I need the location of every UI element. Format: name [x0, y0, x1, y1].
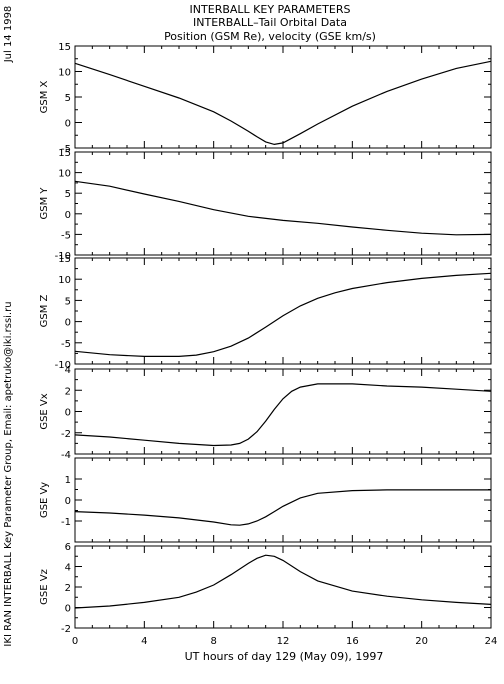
gsm-z-ytick-label-5: 15	[58, 254, 71, 265]
gsm-x-ytick-label-3: 10	[58, 68, 71, 79]
gsm-x-ytick-label-4: 15	[58, 42, 71, 53]
gse-vx-ylabel: GSE Vx	[39, 393, 50, 429]
gsm-y-series-line	[74, 180, 492, 236]
side-date: Jul 14 1998	[3, 6, 14, 64]
gsm-y-ytick-label-1: -5	[61, 230, 71, 241]
gsm-z-ytick-label-0: -10	[55, 360, 71, 371]
gse-vz-ytick-label-3: 4	[65, 563, 71, 574]
gsm-z-ytick-label-3: 5	[65, 296, 71, 307]
gse-vz-ytick-label-0: -2	[61, 624, 71, 635]
gsm-x-series-line	[74, 60, 492, 146]
xtick-label-3: 12	[277, 636, 290, 647]
x-axis-label: UT hours of day 129 (May 09), 1997	[185, 650, 384, 663]
gsm-x-ytick-label-0: -5	[61, 144, 71, 155]
gsm-y-ytick-label-4: 10	[58, 169, 71, 180]
gsm-z-ylabel: GSM Z	[39, 294, 50, 327]
xtick-label-6: 24	[485, 636, 498, 647]
gse-vz-ytick-label-4: 6	[65, 542, 71, 553]
side-credit: IKI RAN INTERBALL Key Parameter Group, E…	[3, 301, 14, 646]
title-line-2: INTERBALL–Tail Orbital Data	[193, 16, 347, 29]
gse-vz-series-line	[74, 554, 492, 609]
gsm-z-frame	[74, 257, 492, 365]
gsm-x-frame	[74, 45, 492, 149]
gse-vy-ytick-label-0: -1	[61, 517, 71, 528]
gsm-x-ytick-label-1: 0	[65, 119, 71, 130]
gsm-y-ytick-label-5: 15	[58, 148, 71, 159]
gse-vy-ytick-label-2: 1	[65, 475, 71, 486]
xtick-label-1: 4	[141, 636, 147, 647]
gse-vx-ytick-label-3: 2	[65, 386, 71, 397]
title-line-3: Position (GSM Re), velocity (GSE km/s)	[164, 30, 376, 43]
gsm-x-ytick-label-2: 5	[65, 93, 71, 104]
gse-vy-ylabel: GSE Vy	[39, 482, 50, 518]
gsm-y-ylabel: GSM Y	[39, 187, 50, 220]
gsm-z-series-line	[74, 272, 492, 357]
gse-vx-ytick-label-0: -4	[61, 450, 71, 461]
gsm-z-ytick-label-4: 10	[58, 275, 71, 286]
gse-vz-ylabel: GSE Vz	[39, 569, 50, 605]
gse-vx-ytick-label-1: -2	[61, 429, 71, 440]
gse-vy-series-line	[74, 489, 491, 526]
gse-vz-ytick-label-2: 2	[65, 583, 71, 594]
gsm-z-ytick-label-1: -5	[61, 339, 71, 350]
gse-vx-ytick-label-4: 4	[65, 365, 71, 376]
xtick-label-4: 16	[346, 636, 359, 647]
gse-vy-frame	[74, 457, 492, 543]
gse-vx-frame	[74, 368, 492, 455]
gsm-y-frame	[74, 151, 492, 256]
gse-vx-series-line	[74, 383, 492, 447]
xtick-label-0: 0	[72, 636, 78, 647]
gsm-y-ytick-label-2: 0	[65, 210, 71, 221]
gse-vy-ytick-label-1: 0	[65, 496, 71, 507]
title-line-1: INTERBALL KEY PARAMETERS	[190, 3, 351, 16]
gse-vz-frame	[74, 545, 492, 629]
gsm-y-ytick-label-0: -10	[55, 251, 71, 262]
gse-vx-ytick-label-2: 0	[65, 408, 71, 419]
xtick-label-2: 8	[210, 636, 216, 647]
gsm-x-ylabel: GSM X	[39, 80, 50, 113]
gsm-y-ytick-label-3: 5	[65, 189, 71, 200]
gsm-z-ytick-label-2: 0	[65, 318, 71, 329]
gse-vz-ytick-label-1: 0	[65, 604, 71, 615]
xtick-label-5: 20	[415, 636, 428, 647]
